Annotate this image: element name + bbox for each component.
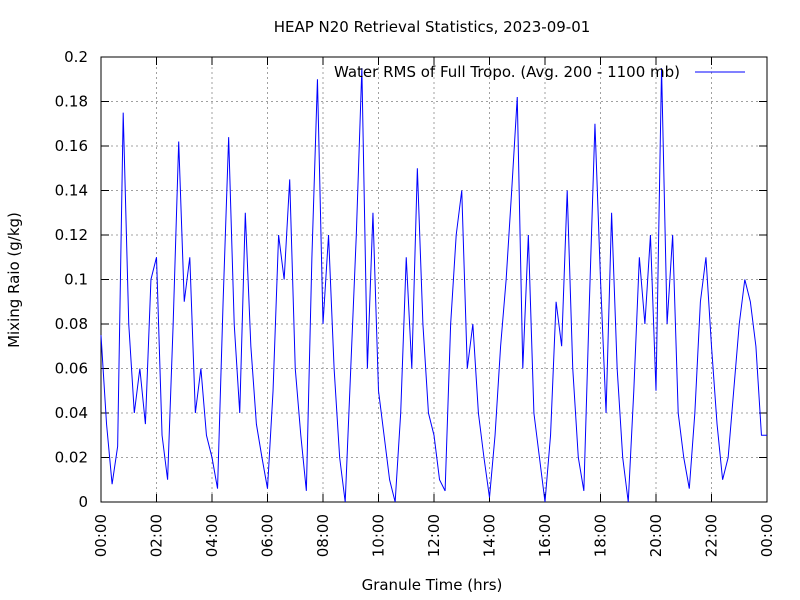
x-tick-label: 08:00 bbox=[314, 514, 332, 557]
y-tick-label: 0.06 bbox=[55, 360, 88, 378]
y-tick-label: 0.1 bbox=[64, 271, 88, 289]
data-line bbox=[100, 68, 767, 503]
chart-title: HEAP N20 Retrieval Statistics, 2023-09-0… bbox=[274, 18, 591, 36]
y-tick-label: 0.14 bbox=[55, 182, 88, 200]
y-tick-label: 0.04 bbox=[55, 404, 88, 422]
x-tick-label: 02:00 bbox=[148, 514, 166, 557]
x-tick-label: 04:00 bbox=[203, 514, 221, 557]
x-tick-label: 00:00 bbox=[758, 514, 776, 557]
x-tick-label: 10:00 bbox=[370, 514, 388, 557]
x-tick-label: 20:00 bbox=[647, 514, 665, 557]
x-tick-label: 12:00 bbox=[425, 514, 443, 557]
legend-label: Water RMS of Full Tropo. (Avg. 200 - 110… bbox=[334, 63, 680, 81]
x-tick-label: 00:00 bbox=[92, 514, 110, 557]
x-tick-label: 14:00 bbox=[481, 514, 499, 557]
y-tick-label: 0.02 bbox=[55, 449, 88, 467]
y-tick-label: 0.18 bbox=[55, 93, 88, 111]
x-axis-label: Granule Time (hrs) bbox=[362, 576, 503, 594]
y-tick-label: 0.16 bbox=[55, 137, 88, 155]
y-tick-label: 0 bbox=[78, 493, 88, 511]
x-tick-label: 18:00 bbox=[592, 514, 610, 557]
y-tick-label: 0.2 bbox=[64, 48, 88, 66]
y-tick-label: 0.08 bbox=[55, 315, 88, 333]
x-tick-label: 22:00 bbox=[703, 514, 721, 557]
x-tick-label: 16:00 bbox=[536, 514, 554, 557]
y-axis-label: Mixing Raio (g/kg) bbox=[5, 212, 23, 348]
x-tick-label: 06:00 bbox=[259, 514, 277, 557]
y-tick-label: 0.12 bbox=[55, 226, 88, 244]
plot-frame bbox=[100, 56, 768, 503]
